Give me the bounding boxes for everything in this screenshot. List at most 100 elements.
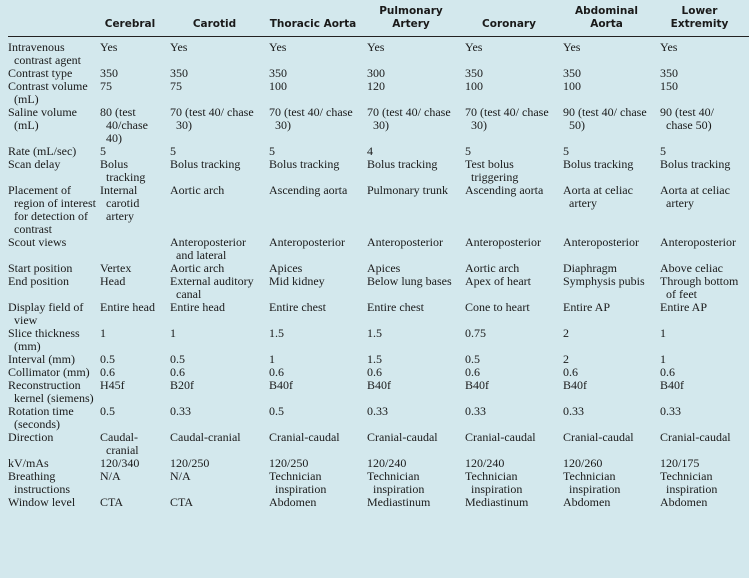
table-cell: Anteroposterior — [367, 235, 443, 249]
table-row: Contrast type 350 350 350 300 350 350 350 — [8, 67, 749, 80]
row-label: Interval (mm) — [8, 352, 75, 366]
table-cell: B20f — [170, 378, 194, 392]
table-cell: Entire AP — [563, 300, 610, 314]
table-cell: Apices — [269, 261, 303, 275]
table-cell: Yes — [465, 40, 483, 54]
table-cell: 0.5 — [269, 404, 284, 418]
table-cell: Anteroposterior — [269, 235, 345, 249]
table-cell: Entire chest — [269, 300, 326, 314]
table-row: End position Head External auditory canal M… — [8, 275, 749, 301]
row-label: Intravenous contrast agent — [8, 40, 81, 67]
table-cell: 70 (test 40/ chase 30) — [170, 105, 254, 132]
row-label: Contrast volume (mL) — [8, 79, 88, 106]
table-cell: Cone to heart — [465, 300, 530, 314]
table-row: Slice thickness (mm) 1 1 1.5 1.5 0.75 2 1 — [8, 327, 749, 353]
table-cell: 0.5 — [170, 352, 185, 366]
table-cell: Yes — [170, 40, 188, 54]
table-cell: Apices — [367, 261, 401, 275]
table-cell: 350 — [563, 66, 581, 80]
table-cell: 5 — [100, 144, 106, 158]
row-label: Placement of region of interest for dete… — [8, 183, 96, 236]
table-row: Breathing instructions N/A N/A Technician i… — [8, 470, 749, 496]
row-label: kV/mAs — [8, 456, 49, 470]
table-cell: 0.5 — [100, 404, 115, 418]
table-cell: External auditory canal — [170, 274, 254, 301]
table-cell: Below lung bases — [367, 274, 452, 288]
table-cell: Bolus tracking — [269, 157, 340, 171]
table-row: Intravenous contrast agent Yes Yes Yes Yes Ye… — [8, 37, 749, 68]
table-cell: 5 — [563, 144, 569, 158]
table-cell: 2 — [563, 326, 569, 340]
row-label: Scan delay — [8, 157, 61, 171]
table-row: Placement of region of interest for dete… — [8, 184, 749, 236]
table-cell: Cranial-caudal — [563, 430, 634, 444]
table-row: Reconstruction kernel (siemens) H45f B20f B… — [8, 379, 749, 405]
table-cell: 0.6 — [465, 365, 480, 379]
table-cell: 5 — [465, 144, 471, 158]
table-row: Window level CTA CTA Abdomen Mediastinum Medi… — [8, 496, 749, 509]
table-cell: 1 — [170, 326, 176, 340]
table-cell: Entire AP — [660, 300, 707, 314]
table-cell: Test bolus triggering — [465, 157, 519, 184]
table-cell: 120/240 — [367, 456, 407, 470]
table-cell: Anteroposterior — [465, 235, 541, 249]
table-cell: 0.33 — [563, 404, 584, 418]
table-row: Scout views Anteroposterior and lateral An… — [8, 236, 749, 262]
table-row: Start position Vertex Aortic arch Apices Api… — [8, 262, 749, 275]
table-row: Saline volume (mL) 80 (test 40/chase 40) 7… — [8, 106, 749, 145]
row-label: Rate (mL/sec) — [8, 144, 77, 158]
row-label: Saline volume (mL) — [8, 105, 77, 132]
table-cell: 350 — [170, 66, 188, 80]
table-cell: Technician inspiration — [367, 469, 425, 496]
table-cell: 0.33 — [465, 404, 486, 418]
table-cell: 70 (test 40/ chase 30) — [367, 105, 451, 132]
table-cell: Bolus tracking — [170, 157, 241, 171]
table-cell: Entire head — [170, 300, 225, 314]
table-cell: 1 — [660, 326, 666, 340]
table-cell: Yes — [100, 40, 118, 54]
table-cell: Aortic arch — [170, 183, 225, 197]
table-cell: Cranial-caudal — [465, 430, 536, 444]
table-cell: 120/260 — [563, 456, 603, 470]
table-cell: 0.33 — [367, 404, 388, 418]
table-cell: Head — [100, 274, 126, 288]
table-cell: B40f — [269, 378, 293, 392]
table-cell: 120/250 — [269, 456, 309, 470]
row-label: End position — [8, 274, 70, 288]
table-cell: 120/240 — [465, 456, 505, 470]
table-cell: Abdomen — [660, 495, 708, 509]
table-cell: Technician inspiration — [465, 469, 523, 496]
table-cell: Bolus tracking — [563, 157, 634, 171]
table-cell: 2 — [563, 352, 569, 366]
table-cell: Entire chest — [367, 300, 424, 314]
table-cell: 350 — [269, 66, 287, 80]
column-header: Abdominal Aorta — [563, 5, 660, 37]
table-row: Direction Caudal-cranial Caudal-cranial Cra… — [8, 431, 749, 457]
table-cell: Technician inspiration — [660, 469, 718, 496]
table-cell: 120 — [367, 79, 385, 93]
table-cell: 350 — [100, 66, 118, 80]
table-row: Interval (mm) 0.5 0.5 1 1.5 0.5 2 1 — [8, 353, 749, 366]
table-cell: Yes — [563, 40, 581, 54]
table-cell: 1 — [660, 352, 666, 366]
table-cell: 1.5 — [269, 326, 284, 340]
table-cell: 0.6 — [660, 365, 675, 379]
row-label: Reconstruction kernel (siemens) — [8, 378, 94, 405]
table-cell: 75 — [170, 79, 182, 93]
table-cell: Yes — [269, 40, 287, 54]
row-label: Collimator (mm) — [8, 365, 90, 379]
table-row: kV/mAs 120/340 120/250 120/250 120/240 120/24… — [8, 457, 749, 470]
table-cell: 1.5 — [367, 352, 382, 366]
table-cell: Mediastinum — [465, 495, 529, 509]
table-row: Display field of view Entire head Entire h… — [8, 301, 749, 327]
header-parameter — [8, 5, 100, 37]
table-cell: B40f — [465, 378, 489, 392]
table-cell: 0.33 — [660, 404, 681, 418]
table-cell: Technician inspiration — [563, 469, 621, 496]
table-cell: Ascending aorta — [465, 183, 544, 197]
table-cell: CTA — [100, 495, 124, 509]
table-cell: B40f — [660, 378, 684, 392]
table-cell: Apex of heart — [465, 274, 531, 288]
cta-protocol-table: Cerebral Carotid Thoracic Aorta Pulmonary A… — [8, 5, 749, 509]
row-label: Window level — [8, 495, 76, 509]
